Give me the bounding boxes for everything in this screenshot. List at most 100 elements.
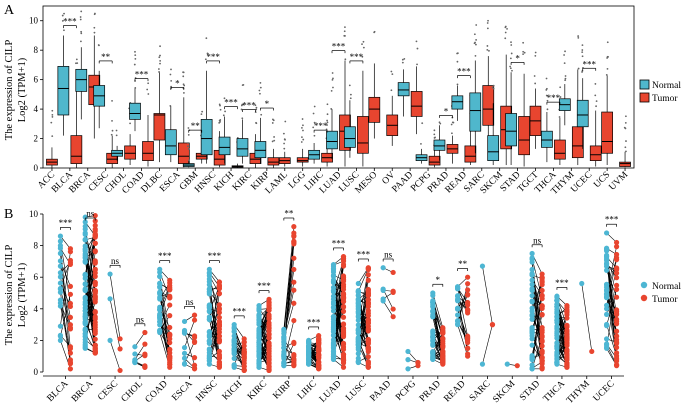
point-tumor [613,286,620,293]
point-tumor [117,346,123,352]
pairs-coad [157,266,173,370]
point-tumor [365,364,371,370]
panel-a-ylabel-line1: The expression of CILP [4,40,15,141]
box-normal-thym-outlier [563,62,566,64]
point-tumor [340,321,347,328]
point-tumor [613,270,620,276]
point-tumor [340,352,347,358]
box-normal-kirc-outlier [242,83,245,86]
xlabel-b-skcm: SKCM [491,379,518,406]
point-normal [330,337,337,343]
point-tumor [67,303,74,310]
point-normal [554,307,560,313]
box-normal-gbm-outlier [187,147,190,150]
point-tumor [465,345,471,351]
box-tumor-ucec-outlier [594,94,597,97]
point-tumor [613,333,620,339]
xlabel-a-uvm: UVM [607,170,630,193]
point-normal [231,351,237,357]
box-normal-thym-outlier [563,54,565,56]
box-tumor-dlbc-outlier [159,62,161,65]
box-tumor-thca-outlier [559,96,562,98]
point-normal [603,336,610,342]
point-normal [380,296,386,302]
point-normal [603,306,610,312]
box-tumor-thym-outlier [577,36,580,39]
point-tumor [539,293,545,299]
box-normal-brca-outlier [79,18,82,21]
box-tumor-blca-outlier [75,62,77,65]
point-tumor [390,269,396,276]
point-normal [455,312,461,318]
box-tumor-pcpg-outlier [434,136,436,139]
point-tumor [340,314,347,320]
point-normal [330,273,337,279]
box-normal-hnsc-outlier [204,58,207,61]
box-normal-coad-outlier [134,54,137,57]
box-tumor-esca-outlier [182,75,185,78]
pair-line [109,340,121,371]
point-tumor [191,334,198,341]
point-tumor [67,283,74,289]
point-normal [603,230,610,236]
panel-b-ytick-label: 2 [34,335,39,345]
sig-label-b-stad: ns [533,235,542,245]
point-normal [603,291,610,297]
point-tumor [191,355,198,361]
sig-label-a-coad: *** [135,70,149,80]
box-tumor-uvm-outlier [625,150,627,153]
point-tumor [564,351,570,357]
point-tumor [216,314,222,321]
box-tumor-uvm-box [619,161,631,167]
point-tumor [340,356,347,362]
box-tumor-paad-box [410,91,423,117]
point-tumor [340,304,347,310]
box-tumor-dlbc-outlier [159,45,161,48]
box-tumor-uvm-outlier [624,127,627,130]
point-normal [57,323,64,329]
point-normal [57,280,64,286]
xlabel-a-esca: ESCA [158,170,182,194]
pairs-blca [57,233,74,372]
box-tumor-read-box [464,145,477,163]
pairs-cesc [107,271,123,374]
pairs-read [455,274,471,359]
xlabel-b-lusc: LUSC [344,379,368,403]
point-tumor [216,322,222,328]
box-tumor-ucs-outlier [606,41,609,44]
point-tumor [564,309,570,316]
panel-b-ytick-label: 10 [29,209,39,219]
point-normal [529,281,535,288]
box-normal-thym-outlier [564,75,567,77]
xlabel-b-brca: BRCA [70,379,95,404]
xlabel-b-chol: CHOL [120,379,145,404]
box-normal-lusc-outlier [349,93,352,96]
point-tumor [539,274,545,281]
box-normal-skcm-outlier [491,86,494,89]
point-normal [529,272,535,278]
box-tumor-lgg-outlier [302,124,304,127]
point-normal [603,311,610,318]
box-normal-kirc-outlier [240,108,243,111]
box-tumor-thym-box [571,126,584,159]
point-normal [430,333,436,339]
point-tumor [216,302,222,308]
point-normal [231,355,237,362]
point-normal [529,277,535,283]
point-normal [206,309,212,315]
point-normal [256,311,262,318]
point-normal [554,310,560,316]
box-tumor-thca-outlier [559,86,562,89]
point-normal [554,323,560,329]
box-tumor-acc-outlier [51,109,54,112]
point-normal [57,274,64,280]
box-normal-sarc-outlier [473,33,476,36]
point-normal [306,341,312,347]
sig-label-a-stad: * [515,53,520,63]
point-tumor [539,305,545,312]
point-tumor [67,350,74,356]
pairs-hnsc [206,266,222,370]
point-tumor [167,302,173,308]
point-tumor [191,317,198,323]
point-tumor [266,320,272,326]
